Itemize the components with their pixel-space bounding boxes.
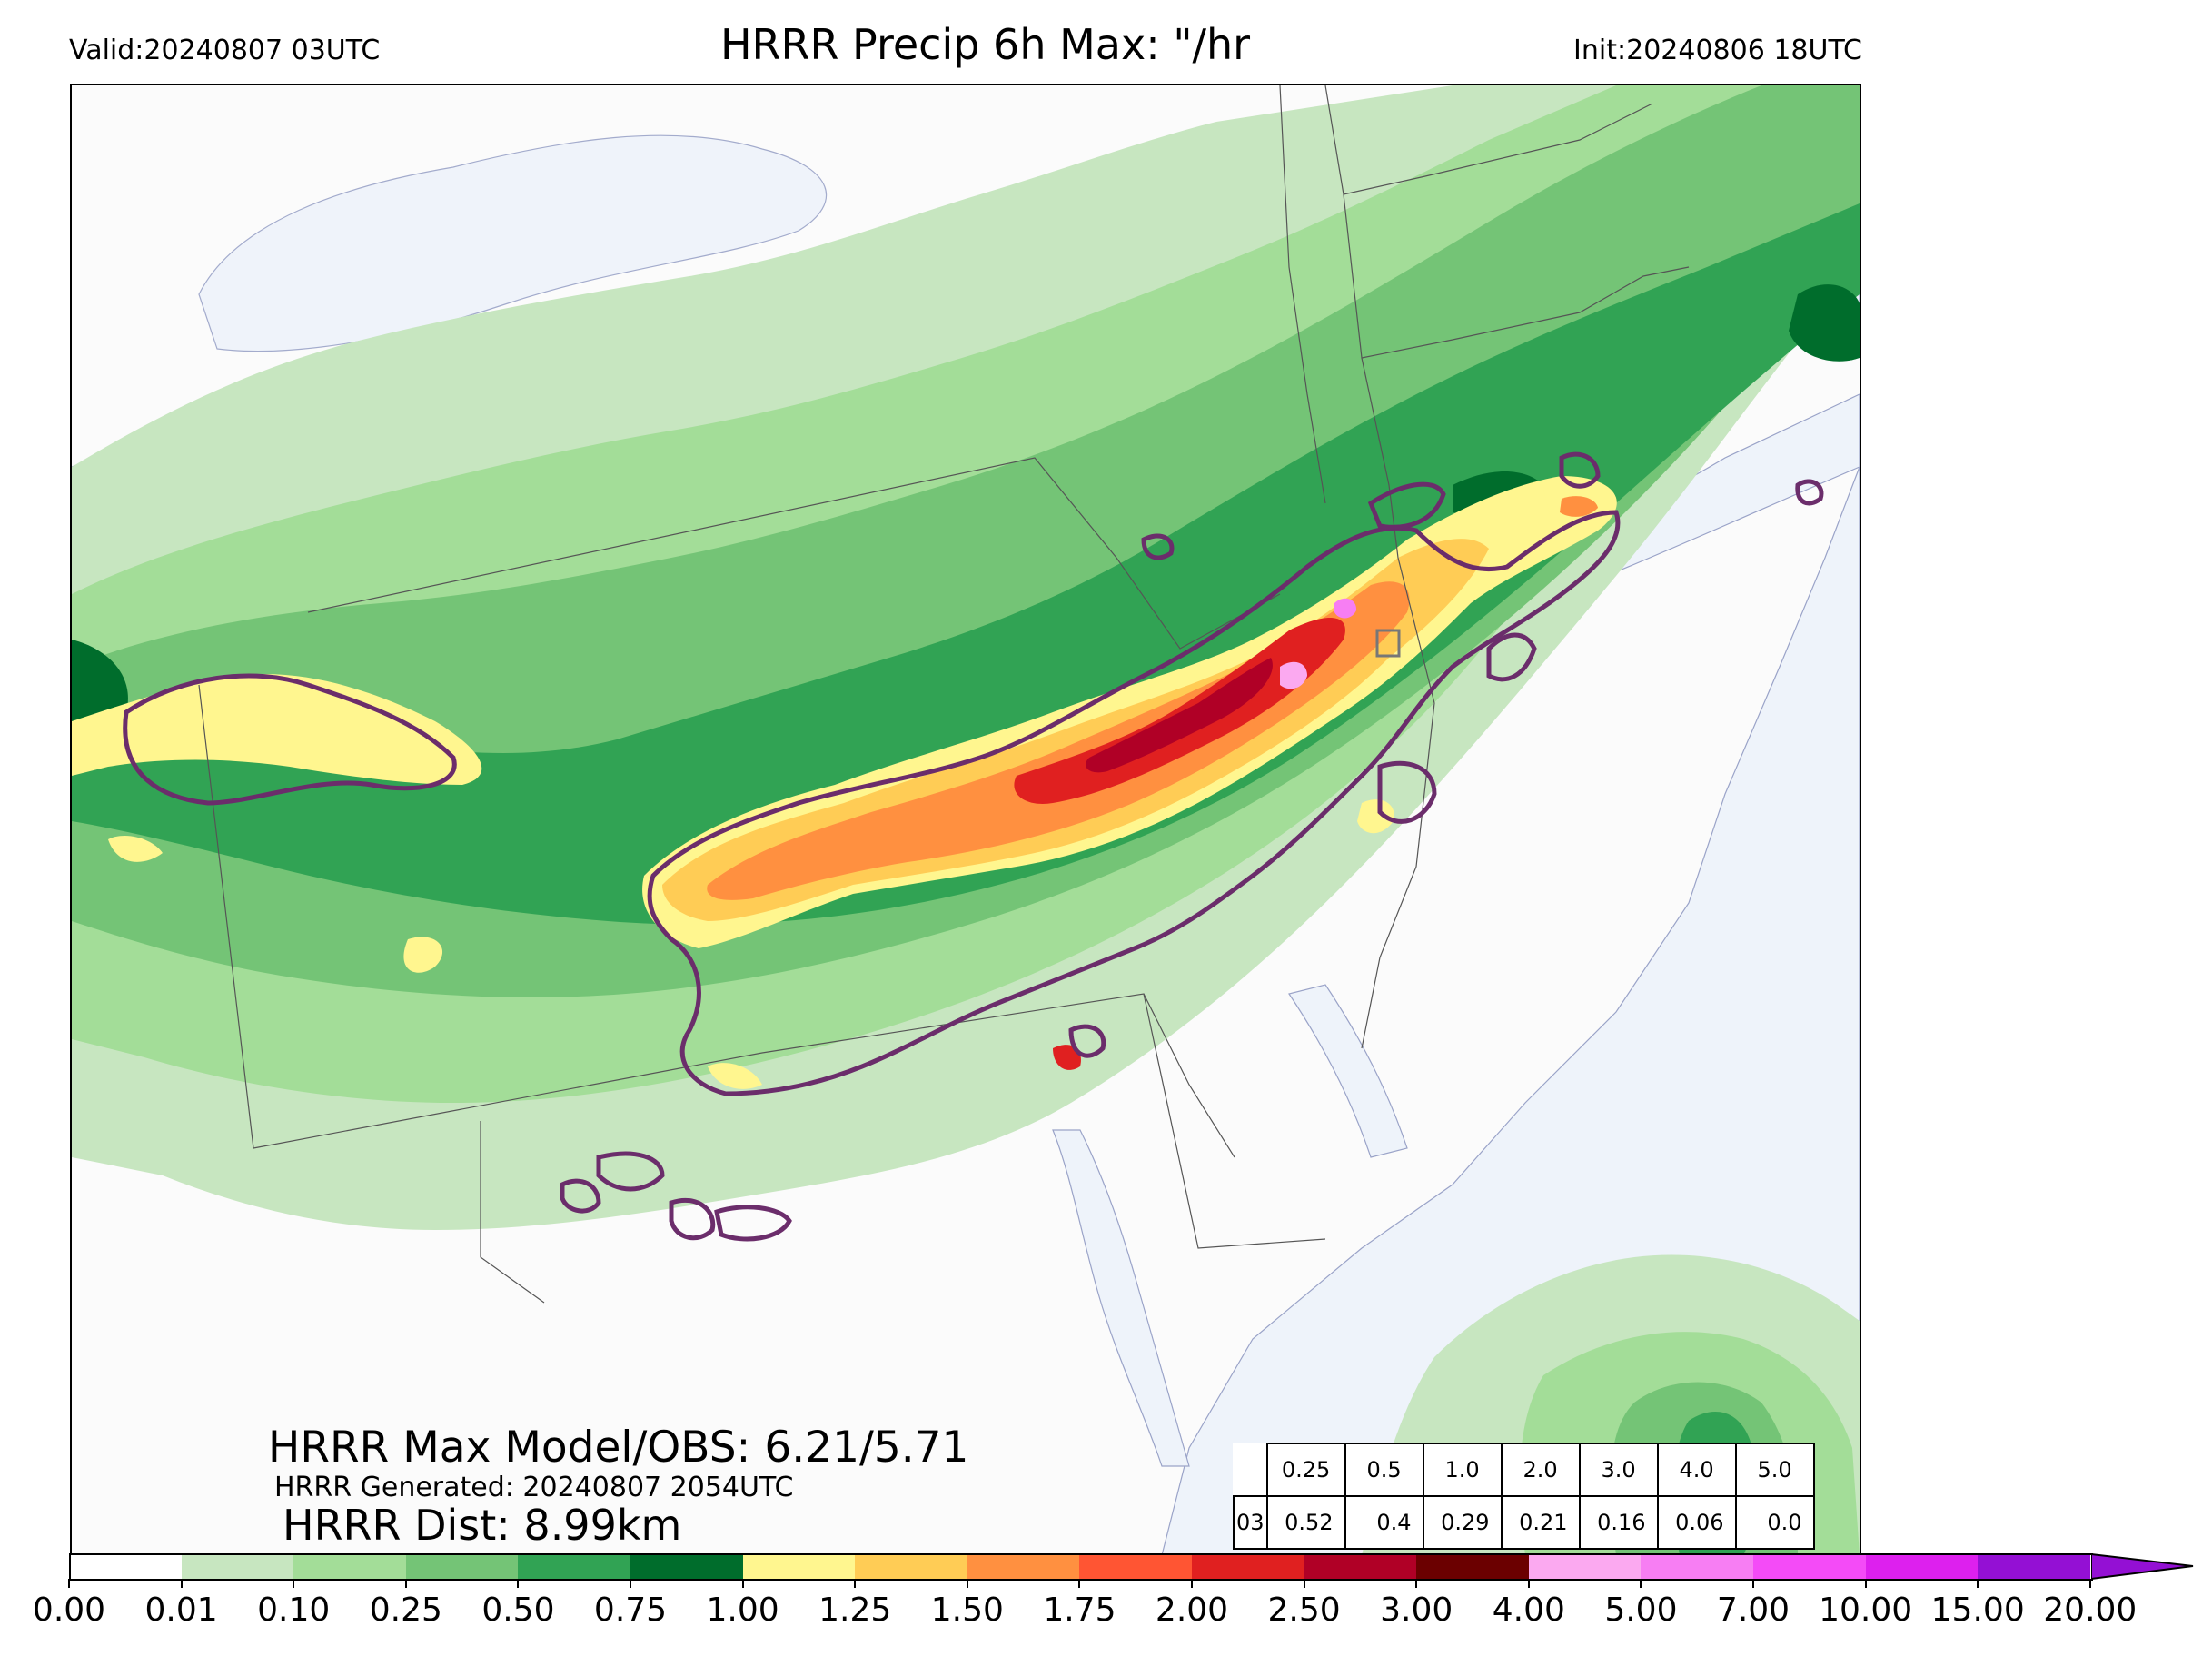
map-title-text: HRRR Precip 6h Max: "/hr	[719, 20, 1251, 69]
colorbar-tick-label: 2.00	[1155, 1592, 1229, 1629]
colorbar-segment	[1978, 1553, 2091, 1579]
threshold-cell: 2.0	[1500, 1443, 1581, 1497]
threshold-table: 0.25 0.5 1.0 2.0 3.0 4.0 5.0 03 0.52 0.4…	[1233, 1443, 1815, 1550]
chesapeake-bay	[1052, 1129, 1190, 1467]
colorbar-tick	[1303, 1579, 1305, 1588]
value-cell: 0.29	[1422, 1495, 1503, 1550]
colorbar-tick-label: 2.50	[1267, 1592, 1341, 1629]
threshold-cell: 1.0	[1422, 1443, 1503, 1497]
colorbar-tick-label: 4.00	[1492, 1592, 1565, 1629]
threshold-cell: 0.5	[1344, 1443, 1424, 1497]
colorbar-segment	[181, 1553, 294, 1579]
colorbar-tick-label: 7.00	[1716, 1592, 1790, 1629]
colorbar-tick-label: 10.00	[1819, 1592, 1913, 1629]
threshold-cell: 4.0	[1656, 1443, 1737, 1497]
colorbar-tick	[517, 1579, 520, 1588]
colorbar-tick-label: 15.00	[1930, 1592, 2025, 1629]
threshold-cell: 5.0	[1734, 1443, 1815, 1497]
max-model-obs-label: HRRR Max Model/OBS: 6.21/5.71	[268, 1423, 969, 1473]
colorbar-segment	[293, 1553, 407, 1579]
colorbar-tick	[180, 1579, 183, 1588]
colorbar-segment	[69, 1553, 183, 1579]
map-panel	[70, 84, 1861, 1557]
threshold-header-row: 0.25 0.5 1.0 2.0 3.0 4.0 5.0	[1234, 1443, 1815, 1497]
colorbar-tick-label: 0.50	[481, 1592, 555, 1629]
distance-label: HRRR Dist: 8.99km	[283, 1501, 682, 1550]
colorbar-tick-label: 0.01	[144, 1592, 218, 1629]
colorbar-tick	[1078, 1579, 1081, 1588]
colorbar-segment	[630, 1553, 744, 1579]
colorbar-tick	[293, 1579, 295, 1588]
state-borders	[198, 85, 1690, 1304]
colorbar-segment	[1641, 1553, 1754, 1579]
value-cell: 0.21	[1500, 1495, 1581, 1550]
value-cell: 0.16	[1578, 1495, 1659, 1550]
colorbar-tick	[2088, 1579, 2091, 1588]
colorbar-segment	[1753, 1553, 1867, 1579]
colorbar-tick	[1527, 1579, 1530, 1588]
colorbar-tick	[854, 1579, 857, 1588]
init-time-label: Init:20240806 18UTC	[1573, 35, 1862, 66]
precip-map	[72, 85, 1860, 1555]
colorbar-segment	[405, 1553, 519, 1579]
colorbar-tick-label: 20.00	[2043, 1592, 2138, 1629]
colorbar-segment	[1192, 1553, 1305, 1579]
colorbar-extend-arrow	[2091, 1553, 2194, 1581]
value-cell: 0.0	[1734, 1495, 1815, 1550]
colorbar-tick	[966, 1579, 968, 1588]
colorbar-tick	[630, 1579, 631, 1588]
table-corner	[1234, 1443, 1267, 1496]
delaware-bay	[1288, 984, 1408, 1158]
threshold-value-row: 03 0.52 0.4 0.29 0.21 0.16 0.06 0.0	[1233, 1495, 1815, 1550]
colorbar-tick-label: 1.00	[706, 1592, 779, 1629]
colorbar-segment	[1079, 1553, 1193, 1579]
colorbar-tick	[1191, 1579, 1193, 1588]
colorbar-segment	[742, 1553, 856, 1579]
colorbar-tick-label: 1.75	[1043, 1592, 1116, 1629]
colorbar-tick	[404, 1579, 407, 1588]
threshold-cell: 3.0	[1578, 1443, 1659, 1497]
colorbar-tick	[1752, 1579, 1754, 1588]
colorbar-tick	[68, 1579, 70, 1588]
value-cell: 0.06	[1656, 1495, 1737, 1550]
colorbar-segment	[1416, 1553, 1530, 1579]
precip-core	[72, 476, 1617, 1089]
valid-time-label: Valid:20240807 03UTC	[69, 35, 381, 66]
colorbar-tick-label: 0.00	[32, 1592, 106, 1629]
colorbar-segment	[967, 1553, 1080, 1579]
colorbar-segment	[855, 1553, 968, 1579]
colorbar-tick-label: 0.25	[369, 1592, 442, 1629]
colorbar-tick-label: 3.00	[1380, 1592, 1453, 1629]
threshold-cell: 0.25	[1265, 1443, 1346, 1497]
colorbar-segment	[518, 1553, 631, 1579]
colorbar-segment	[1528, 1553, 1642, 1579]
colorbar-tick	[1640, 1579, 1642, 1588]
value-cell: 0.52	[1265, 1495, 1346, 1550]
colorbar-tick-label: 1.25	[818, 1592, 892, 1629]
value-cell: 0.4	[1344, 1495, 1424, 1550]
obs-contours	[123, 451, 1824, 1242]
generated-time-label: HRRR Generated: 20240807 2054UTC	[274, 1472, 794, 1503]
colorbar-tick-label: 5.00	[1604, 1592, 1678, 1629]
colorbar-segment	[1304, 1553, 1417, 1579]
colorbar-tick	[1864, 1579, 1867, 1588]
colorbar-tick	[741, 1579, 744, 1588]
map-title: HRRR Precip 6h Max: "/hr	[0, 20, 2212, 69]
colorbar-tick-label: 1.50	[930, 1592, 1004, 1629]
colorbar-segment	[1865, 1553, 1979, 1579]
colorbar-tick	[1415, 1579, 1418, 1588]
colorbar-tick	[1977, 1579, 1979, 1588]
row-label: 03	[1233, 1495, 1268, 1550]
obs-location-marker	[1375, 629, 1401, 658]
colorbar-tick-label: 0.75	[593, 1592, 668, 1629]
colorbar-tick-label: 0.10	[257, 1592, 331, 1629]
